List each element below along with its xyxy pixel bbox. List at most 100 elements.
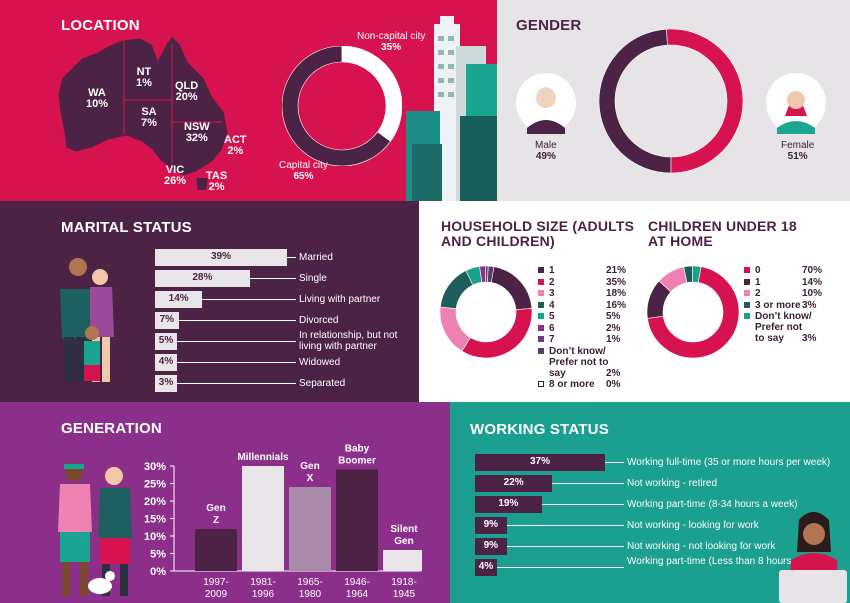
legend-swatch [744, 267, 750, 273]
marital-bar: 14% [155, 291, 203, 308]
marital-bar: 39% [155, 249, 287, 266]
leader-line [249, 278, 296, 279]
working-bar-label: Working part-time (Less than 8 hours a w… [627, 556, 830, 567]
marital-bar-value: 5% [158, 335, 174, 346]
marital-bar: 28% [155, 270, 250, 287]
generation-bar-chart: 0%5%10%15%20%25%30%GenZ1997-2009Millenni… [144, 444, 422, 600]
household-slice-0 [490, 266, 532, 311]
legend-value: 3% [802, 299, 817, 311]
household-title: HOUSEHOLD SIZE (ADULTS AND CHILDREN) [441, 218, 635, 249]
working-panel: WORKING STATUS 37% Working full-time (35 … [450, 402, 850, 603]
marital-bar-value: 3% [158, 377, 174, 388]
household-slice-2 [440, 306, 471, 352]
marital-bar-label: Separated [299, 378, 346, 389]
y-tick-label: 10% [144, 531, 166, 543]
working-bar-value: 4% [478, 561, 494, 572]
legend-swatch [538, 381, 544, 387]
children-donut [647, 266, 739, 358]
legend-value: 3% [802, 333, 817, 344]
x-tick-label: 1980 [299, 589, 322, 600]
city-skyline-illustration [406, 16, 497, 201]
x-tick-label: 1981- [250, 577, 276, 588]
y-tick-label: 25% [144, 479, 166, 491]
state-name-wa: WA [88, 87, 106, 99]
state-name-sa: SA [141, 106, 157, 118]
legend-label: 8 or more [549, 379, 595, 390]
legend-value: 5% [606, 311, 621, 322]
household-donut [440, 266, 532, 358]
x-tick-label: 1997- [203, 577, 229, 588]
working-bar-value: 9% [483, 540, 499, 551]
legend-swatch [538, 336, 544, 342]
working-bar-label: Not working - not looking for work [627, 541, 776, 552]
marital-bar-value: 28% [192, 272, 213, 283]
marital-bar-label: Widowed [299, 357, 341, 368]
children-panel: CHILDREN UNDER 18 AT HOME 0 70% 1 14% 2 10% 3 … [635, 201, 850, 402]
marital-bar: 3% [155, 375, 177, 392]
marital-bar: 7% [155, 312, 179, 329]
legend-label: 4 [549, 299, 555, 311]
gender-slice-0 [599, 29, 672, 173]
legend-swatch [744, 290, 750, 296]
marital-title: MARITAL STATUS [61, 219, 192, 236]
generation-bar-label: Gen [394, 536, 413, 547]
australia-map [57, 35, 229, 190]
marital-bar-value: 7% [159, 314, 175, 325]
y-tick-label: 5% [150, 549, 166, 561]
working-bar-label: Working full-time (35 or more hours per … [627, 457, 831, 468]
legend-swatch [744, 313, 750, 319]
legend-swatch [538, 347, 544, 354]
generation-bar [195, 529, 237, 571]
leader-line [287, 257, 296, 258]
capital-pct: 65% [293, 171, 314, 182]
x-tick-label: 1946- [344, 577, 370, 588]
generation-bar-label: Boomer [338, 456, 376, 467]
legend-label: 5 [549, 311, 555, 322]
legend-value: 18% [606, 288, 627, 299]
x-tick-label: 1965- [297, 577, 323, 588]
legend-swatch [538, 278, 544, 285]
generation-panel: GENERATION 0% 5% 10% 15% 20% 25% 30% Gen Z 1997- 2… [0, 402, 450, 603]
y-tick-label: 30% [144, 461, 166, 473]
working-bar-value: 19% [498, 498, 519, 509]
state-pct-nt: 1% [136, 77, 152, 89]
state-name-vic: VIC [165, 164, 185, 176]
state-pct-act: 2% [227, 145, 244, 157]
noncapital-label: Non-capital city [357, 31, 426, 42]
gender-panel: GENDER Male 49% Female 51% [497, 0, 850, 201]
leader-line [497, 567, 624, 568]
legend-label: 2 [755, 288, 761, 299]
generation-bar-label: Gen [300, 461, 319, 472]
marital-bar-value: 14% [168, 293, 189, 304]
female-pct: 51% [787, 151, 808, 162]
generation-bar [289, 487, 331, 571]
generation-bar-label: Z [213, 515, 219, 526]
marital-bar-label: In relationship, but not living with par… [299, 330, 398, 352]
legend-value: 16% [606, 299, 627, 311]
legend-swatch [538, 313, 544, 319]
marital-bar-value: 4% [158, 356, 174, 367]
legend-swatch [744, 278, 750, 285]
x-tick-label: 1964 [346, 589, 369, 600]
legend-label: 7 [549, 334, 555, 345]
leader-line [202, 299, 296, 300]
legend-swatch [538, 290, 544, 296]
noncapital-pct: 35% [381, 42, 402, 53]
female-label: Female [781, 140, 815, 151]
leader-line [177, 362, 296, 363]
legend-value: 70% [802, 265, 823, 276]
gender-slice-1 [666, 29, 743, 173]
legend-swatch [538, 267, 544, 273]
generation-bar [336, 469, 378, 571]
legend-swatch [538, 324, 544, 331]
legend-value: 1% [606, 334, 621, 345]
marital-bar-value: 39% [210, 251, 231, 262]
children-slice-4 [692, 266, 702, 283]
leader-line [177, 383, 296, 384]
location-slice-1 [341, 46, 402, 142]
leader-line [178, 320, 296, 321]
marital-panel: MARITAL STATUS 39% Married 28% Single 14% Liv… [0, 201, 419, 402]
working-bar-value: 37% [529, 456, 550, 467]
legend-label: 0 [755, 265, 761, 276]
male-pct: 49% [535, 151, 556, 162]
